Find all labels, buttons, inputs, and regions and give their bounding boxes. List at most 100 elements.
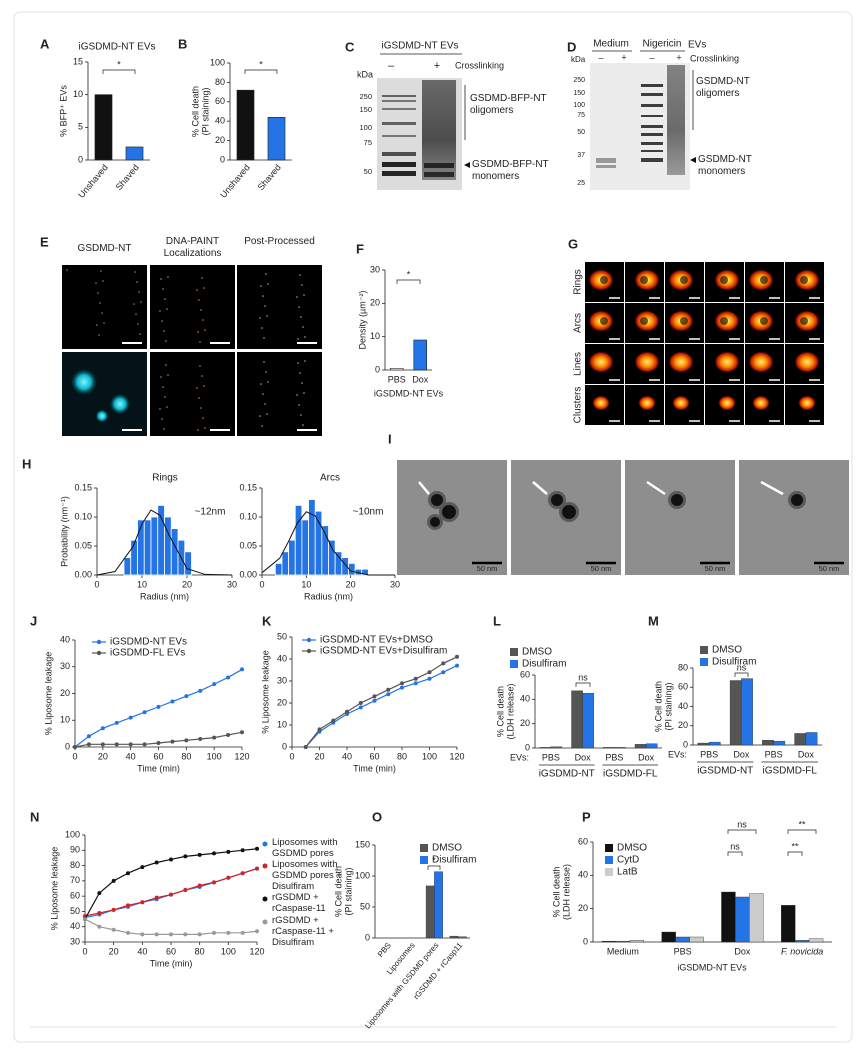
structure bbox=[588, 350, 614, 374]
y-tick-label: 0 bbox=[282, 741, 287, 751]
data-point bbox=[140, 865, 145, 870]
data-point bbox=[184, 694, 189, 699]
significance-bracket bbox=[734, 672, 749, 677]
row-label: Clusters bbox=[573, 387, 584, 424]
structure bbox=[592, 395, 610, 411]
group-label: iGSDMD-FL bbox=[763, 766, 818, 777]
structure-core bbox=[720, 276, 728, 284]
y-tick-label: 30 bbox=[370, 264, 380, 274]
histogram-bar bbox=[281, 551, 290, 576]
x-tick-label: 120 bbox=[449, 751, 464, 761]
structure-core bbox=[720, 317, 728, 325]
y-axis-label: (PI staining) bbox=[663, 682, 673, 730]
data-point bbox=[226, 875, 231, 880]
data-point bbox=[441, 661, 446, 666]
y-axis-label: % Cell death bbox=[333, 866, 343, 917]
structure bbox=[668, 350, 694, 374]
data-point bbox=[86, 734, 91, 739]
legend-label: Liposomes with GSDMD pores bbox=[272, 837, 338, 859]
significance-bracket bbox=[427, 865, 441, 870]
data-point bbox=[400, 685, 404, 690]
microscopy-image bbox=[237, 352, 322, 436]
bar bbox=[773, 740, 786, 746]
y-tick-label: 20 bbox=[60, 688, 70, 698]
y-tick-label: 50 bbox=[70, 906, 80, 916]
localization bbox=[298, 306, 300, 308]
panel-label: D bbox=[567, 39, 576, 54]
x-tick-label: 0 bbox=[289, 751, 294, 761]
suffix-label: EVs bbox=[688, 40, 706, 51]
localization bbox=[301, 284, 303, 286]
y-tick-label: 10 bbox=[60, 715, 70, 725]
y-tick-label: 90 bbox=[70, 845, 80, 855]
localization bbox=[201, 277, 203, 279]
localization bbox=[161, 320, 163, 322]
histogram-bar bbox=[184, 551, 192, 576]
data-point bbox=[212, 682, 217, 687]
bar bbox=[735, 896, 750, 943]
legend-label: iGSDMD-NT EVs+DMSO bbox=[320, 635, 433, 646]
data-point bbox=[140, 900, 145, 905]
bar bbox=[434, 871, 443, 939]
fit-curve bbox=[261, 511, 395, 576]
blot-band bbox=[382, 135, 416, 137]
band-arrow bbox=[690, 157, 696, 163]
localization bbox=[202, 417, 204, 419]
localization bbox=[264, 305, 266, 307]
bar bbox=[614, 747, 626, 749]
localization bbox=[159, 408, 161, 410]
localization bbox=[199, 341, 201, 343]
y-tick-label: 10 bbox=[277, 719, 287, 729]
x-tick-label: 80 bbox=[181, 751, 191, 761]
significance-bracket bbox=[396, 279, 421, 284]
data-point bbox=[114, 742, 119, 747]
blot-band bbox=[382, 171, 416, 176]
y-tick-label: 5 bbox=[78, 122, 83, 132]
panel-label: O bbox=[372, 809, 382, 824]
condition-label: Crosslinking bbox=[455, 60, 504, 70]
blot-band bbox=[641, 115, 663, 117]
x-tick-label: 120 bbox=[249, 946, 264, 956]
localization bbox=[302, 424, 304, 426]
data-point bbox=[111, 878, 116, 883]
localization bbox=[97, 292, 99, 294]
pore bbox=[671, 494, 683, 506]
y-tick-label: 20 bbox=[370, 298, 380, 308]
bar bbox=[603, 747, 615, 749]
localization bbox=[204, 329, 206, 331]
x-tick-label: 100 bbox=[207, 751, 222, 761]
data-point bbox=[345, 709, 349, 714]
bar bbox=[425, 885, 435, 939]
annotation: * bbox=[117, 59, 121, 69]
bar bbox=[794, 733, 807, 746]
x-tick-label: 60 bbox=[369, 751, 379, 761]
bar bbox=[721, 891, 736, 943]
microscopy-image bbox=[150, 352, 235, 436]
x-tick-label: 80 bbox=[397, 751, 407, 761]
annotation: ** bbox=[798, 819, 806, 829]
marker-label: 100 bbox=[573, 102, 585, 109]
localization bbox=[160, 376, 162, 378]
blot-band bbox=[382, 162, 416, 167]
legend-label: DMSO bbox=[617, 843, 647, 854]
panel-label: I bbox=[388, 431, 392, 446]
y-axis-label: (PI staining) bbox=[200, 87, 210, 135]
arrow bbox=[646, 480, 666, 496]
legend-label: Disulfiram bbox=[712, 657, 756, 668]
column-title: Post-Processed bbox=[244, 236, 315, 247]
bar bbox=[582, 693, 594, 749]
y-tick-label: 150 bbox=[355, 839, 370, 849]
x-tick-label: 30 bbox=[390, 579, 400, 589]
microscopy-image bbox=[62, 352, 147, 436]
data-point bbox=[240, 667, 244, 672]
marker-label: 25 bbox=[577, 180, 585, 187]
localization bbox=[204, 427, 206, 429]
significance-bracket bbox=[102, 69, 136, 74]
legend-marker bbox=[262, 896, 268, 902]
localization bbox=[163, 428, 165, 430]
blot-band bbox=[641, 133, 663, 136]
histogram-bar bbox=[157, 504, 165, 576]
blot-band bbox=[596, 158, 616, 163]
data-point bbox=[198, 736, 203, 741]
histogram-bar bbox=[274, 563, 283, 576]
